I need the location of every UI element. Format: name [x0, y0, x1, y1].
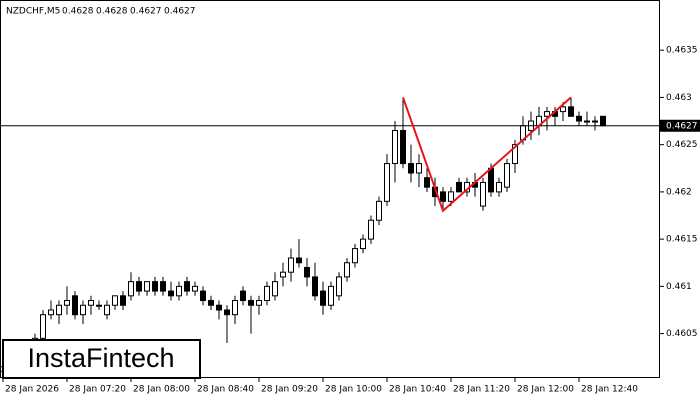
candle-body: [144, 281, 150, 292]
x-tick-label: 28 Jan 10:00: [325, 385, 382, 395]
x-tick-label: 28 Jan 09:20: [261, 385, 318, 395]
candle-body: [320, 290, 326, 306]
y-tick-label: 0.4635: [666, 46, 698, 56]
candle-body: [272, 281, 278, 297]
candle-body: [600, 115, 606, 127]
candle-body: [152, 281, 158, 292]
candle-body: [392, 129, 398, 165]
candle-body: [128, 281, 134, 297]
candle-body: [480, 181, 486, 207]
y-tick-label: 0.4605: [666, 329, 698, 339]
x-tick-label: 28 Jan 2026: [5, 385, 59, 395]
x-tick-label: 28 Jan 12:00: [517, 385, 574, 395]
candle-body: [256, 300, 262, 306]
candle-body: [344, 262, 350, 278]
y-tick-label: 0.461: [666, 282, 692, 292]
candle-body: [104, 304, 110, 316]
plot-frame: [0, 0, 660, 378]
x-tick-label: 28 Jan 12:40: [581, 385, 638, 395]
candle-body: [584, 120, 590, 123]
candle-body: [248, 300, 254, 306]
candle-body: [184, 281, 190, 292]
x-tick-label: 28 Jan 08:40: [197, 385, 254, 395]
candle-body: [192, 285, 198, 292]
candle-body: [168, 290, 174, 297]
candle-body: [352, 248, 358, 264]
candle-body: [576, 115, 582, 122]
candle-body: [328, 285, 334, 306]
pattern-line: [402, 96, 572, 213]
candle-body: [488, 167, 494, 193]
candle-body: [440, 191, 446, 202]
candle-body: [560, 106, 566, 113]
candle-body: [408, 163, 414, 174]
header-open: 0.4628: [62, 7, 94, 17]
candle-body: [504, 163, 510, 188]
candle-body: [112, 295, 118, 306]
y-tick-label: 0.462: [666, 187, 692, 197]
candle-body: [64, 300, 70, 306]
candle-body: [360, 238, 366, 250]
candle-body: [216, 304, 222, 311]
candle-body: [384, 163, 390, 202]
candle-body: [48, 309, 54, 316]
candle-body: [208, 300, 214, 306]
x-tick-label: 28 Jan 07:20: [69, 385, 126, 395]
candle-body: [240, 290, 246, 302]
candle-body: [416, 163, 422, 174]
candle-body: [400, 129, 406, 165]
price-label-box: [660, 119, 700, 132]
candle-body: [456, 181, 462, 193]
candle-body: [512, 144, 518, 165]
candle-body: [568, 106, 574, 117]
candle-body: [280, 271, 286, 278]
candle-body: [80, 304, 86, 316]
logo-text: InstaFintech: [27, 343, 174, 373]
x-tick-label: 28 Jan 08:00: [133, 385, 190, 395]
candle-body: [424, 177, 430, 188]
candle-body: [304, 266, 310, 278]
candle-body: [56, 304, 62, 316]
y-tick-label: 0.463: [666, 93, 692, 103]
candle-body: [72, 295, 78, 316]
x-tick-label: 28 Jan 11:20: [453, 385, 510, 395]
candle-body: [224, 309, 230, 316]
candle-body: [368, 219, 374, 240]
candle-body: [312, 276, 318, 297]
candle-body: [336, 276, 342, 297]
candle-body: [120, 295, 126, 306]
candle-body: [88, 300, 94, 306]
y-tick-label: 0.4615: [666, 235, 698, 245]
candle-body: [296, 257, 302, 264]
candle-body: [96, 304, 102, 307]
candle-body: [160, 281, 166, 292]
candle-body: [136, 281, 142, 292]
candle-body: [264, 285, 270, 302]
price-label: 0.4627: [666, 121, 698, 131]
candle-body: [200, 290, 206, 302]
header-high: 0.4628: [96, 7, 128, 17]
y-tick-label: 0.4625: [666, 140, 698, 150]
candle-body: [176, 285, 182, 297]
candle-body: [544, 111, 550, 117]
header-close: 0.4627: [164, 7, 196, 17]
candle-body: [288, 257, 294, 273]
candle-body: [40, 314, 46, 339]
candle-body: [448, 191, 454, 202]
header-low: 0.4627: [130, 7, 162, 17]
x-tick-label: 28 Jan 10:40: [389, 385, 446, 395]
logo-box: [2, 339, 201, 379]
chart-title: NZDCHF,M5: [6, 7, 60, 17]
candle-body: [496, 181, 502, 193]
candle-body: [376, 200, 382, 221]
candle-body: [592, 120, 598, 123]
candle-body: [232, 300, 238, 316]
